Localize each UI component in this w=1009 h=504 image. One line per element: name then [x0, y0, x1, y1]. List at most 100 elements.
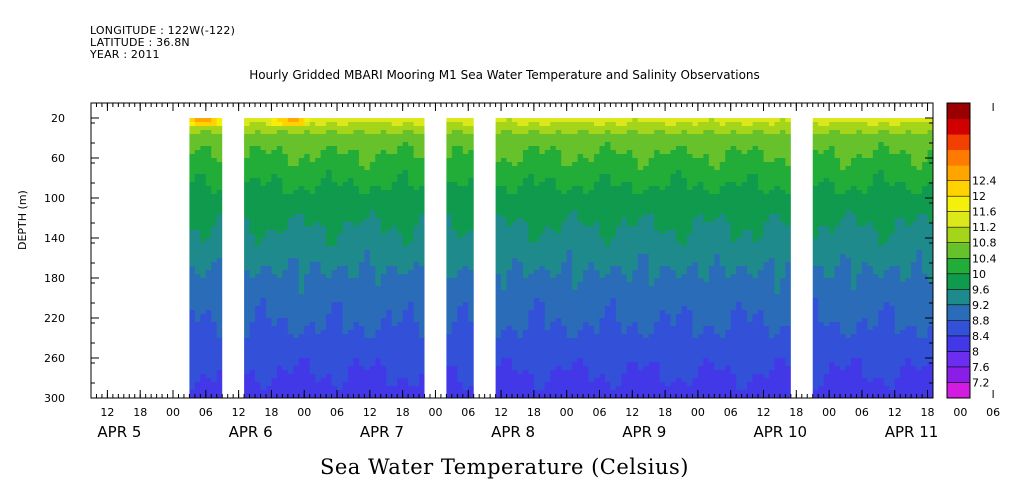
temperature-cell [446, 286, 453, 291]
temperature-cell [293, 134, 300, 139]
temperature-cell [462, 286, 469, 291]
temperature-cell [468, 322, 475, 327]
temperature-cell [402, 194, 409, 199]
temperature-cell [451, 298, 458, 303]
temperature-cell [331, 278, 338, 283]
temperature-cell [397, 190, 404, 195]
temperature-cell [265, 334, 273, 339]
temperature-cell [375, 338, 382, 343]
temperature-cell [331, 210, 338, 215]
temperature-cell [216, 222, 223, 227]
temperature-cell [326, 246, 333, 251]
temperature-cell [282, 154, 289, 159]
temperature-cell [244, 270, 251, 275]
temperature-cell [413, 194, 420, 199]
temperature-cell [315, 150, 322, 155]
temperature-cell [408, 374, 415, 379]
temperature-cell [342, 174, 349, 179]
temperature-cell [347, 274, 355, 279]
temperature-cell [353, 170, 360, 175]
temperature-cell [205, 246, 212, 251]
temperature-cell [446, 314, 453, 319]
temperature-cell [419, 314, 426, 319]
temperature-cell [216, 162, 223, 167]
temperature-cell [347, 314, 355, 319]
temperature-cell [315, 346, 322, 351]
temperature-cell [347, 294, 355, 299]
temperature-cell [408, 178, 415, 183]
temperature-cell [276, 138, 283, 143]
temperature-cell [255, 194, 262, 199]
temperature-cell [304, 150, 311, 155]
temperature-cell [255, 182, 262, 187]
temperature-cell [391, 166, 398, 171]
temperature-cell [260, 298, 267, 303]
temperature-cell [287, 242, 294, 247]
temperature-cell [287, 286, 294, 291]
temperature-cell [419, 146, 426, 151]
temperature-cell [293, 166, 300, 171]
temperature-cell [265, 370, 273, 375]
temperature-cell [320, 306, 327, 311]
temperature-cell [353, 378, 360, 383]
temperature-cell [391, 378, 398, 383]
temperature-cell [337, 166, 344, 171]
temperature-cell [260, 310, 267, 315]
temperature-cell [457, 242, 464, 247]
temperature-cell [342, 146, 349, 151]
temperature-cell [331, 218, 338, 223]
temperature-cell [347, 166, 355, 171]
temperature-cell [320, 242, 327, 247]
temperature-cell [375, 234, 382, 239]
temperature-cell [353, 338, 360, 343]
temperature-cell [358, 306, 365, 311]
temperature-cell [304, 182, 311, 187]
temperature-cell [309, 270, 316, 275]
temperature-cell [200, 210, 207, 215]
temperature-cell [200, 386, 207, 391]
temperature-cell [375, 242, 382, 247]
temperature-cell [304, 130, 311, 135]
temperature-cell [200, 182, 207, 187]
temperature-cell [457, 354, 464, 359]
temperature-cell [413, 354, 420, 359]
temperature-cell [364, 266, 371, 271]
temperature-cell [446, 262, 453, 267]
temperature-cell [194, 202, 201, 207]
temperature-cell [347, 366, 355, 371]
temperature-cell [413, 322, 420, 327]
temperature-cell [391, 354, 398, 359]
temperature-cell [255, 162, 262, 167]
temperature-cell [446, 350, 453, 355]
temperature-cell [205, 162, 212, 167]
temperature-cell [342, 134, 349, 139]
temperature-cell [391, 150, 398, 155]
temperature-cell [457, 154, 464, 159]
temperature-cell [364, 146, 371, 151]
temperature-cell [326, 242, 333, 247]
temperature-cell [244, 390, 251, 395]
temperature-cell [462, 246, 469, 251]
temperature-cell [364, 126, 371, 131]
temperature-cell [446, 298, 453, 303]
temperature-cell [391, 210, 398, 215]
temperature-cell [265, 258, 273, 263]
temperature-cell [337, 282, 344, 287]
temperature-cell [211, 330, 218, 335]
temperature-cell [271, 342, 278, 347]
temperature-cell [369, 250, 376, 255]
temperature-cell [271, 186, 278, 191]
temperature-cell [419, 142, 426, 147]
temperature-cell [408, 390, 415, 395]
temperature-cell [200, 338, 207, 343]
temperature-cell [244, 166, 251, 171]
temperature-cell [211, 386, 218, 391]
temperature-cell [391, 394, 398, 398]
temperature-cell [249, 178, 256, 183]
temperature-cell [408, 218, 415, 223]
temperature-cell [200, 186, 207, 191]
temperature-cell [364, 370, 371, 375]
temperature-cell [265, 118, 273, 123]
temperature-cell [271, 146, 278, 151]
temperature-cell [293, 174, 300, 179]
